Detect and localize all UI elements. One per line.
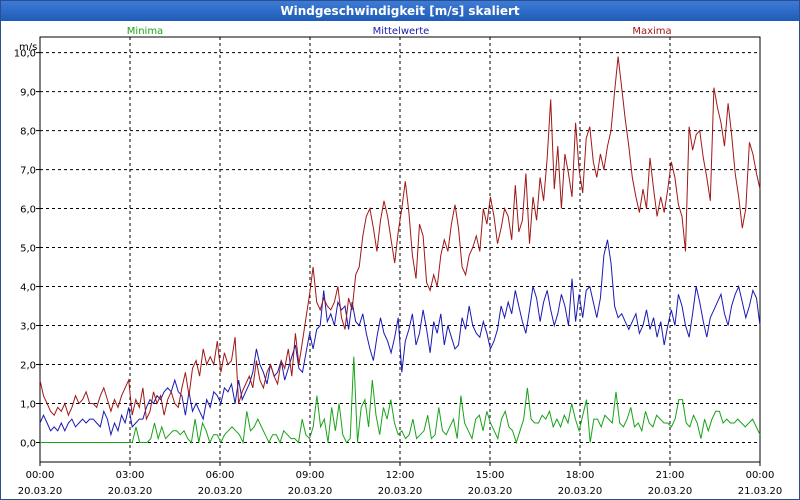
y-tick-label: 2,0 bbox=[20, 361, 36, 372]
y-tick-label: 6,0 bbox=[20, 205, 36, 216]
series-lines bbox=[39, 56, 761, 445]
x-tick-time: 00:00 bbox=[746, 470, 775, 481]
series-line-minima bbox=[40, 356, 761, 445]
y-tick-label: 9,0 bbox=[20, 88, 36, 99]
legend-minima: Minima bbox=[127, 26, 163, 37]
x-tick-date: 20.03.20 bbox=[18, 486, 63, 497]
y-tick-label: 8,0 bbox=[20, 127, 36, 138]
series-line-mittel bbox=[39, 239, 761, 437]
chart-title: Windgeschwindigkeit [m/s] skaliert bbox=[1, 1, 799, 21]
y-tick-label: 4,0 bbox=[20, 283, 36, 294]
x-tick-time: 03:00 bbox=[116, 470, 145, 481]
x-tick-date: 20.03.20 bbox=[648, 486, 693, 497]
x-tick-date: 20.03.20 bbox=[288, 486, 333, 497]
y-tick-label: 3,0 bbox=[20, 322, 36, 333]
x-tick-time: 12:00 bbox=[386, 470, 415, 481]
grid-lines bbox=[40, 37, 760, 462]
x-tick-date: 20.03.20 bbox=[468, 486, 513, 497]
x-tick-date: 20.03.20 bbox=[198, 486, 243, 497]
y-tick-label: 1,0 bbox=[20, 400, 36, 411]
y-axis: 0,0 1,0 2,0 3,0 4,0 5,0 6,0 7,0 8,0 9,0 10,0 bbox=[14, 49, 40, 450]
y-tick-label: 7,0 bbox=[20, 166, 36, 177]
x-tick-date: 20.03.20 bbox=[378, 486, 423, 497]
x-tick-date: 20.03.20 bbox=[558, 486, 603, 497]
y-tick-label: 10,0 bbox=[14, 49, 36, 60]
legend-mittelwerte: Mittelwerte bbox=[373, 26, 430, 37]
y-axis-label: m/s bbox=[19, 42, 37, 53]
x-tick-time: 18:00 bbox=[566, 470, 595, 481]
legend-maxima: Maxima bbox=[632, 26, 671, 37]
x-tick-time: 06:00 bbox=[206, 470, 235, 481]
x-axis: 00:00 20.03.20 03:00 20.03.20 06:00 20.03.20 0… bbox=[18, 462, 783, 497]
y-tick-label: 0,0 bbox=[20, 439, 36, 450]
x-tick-date: 21.03.20 bbox=[738, 486, 783, 497]
x-tick-time: 09:00 bbox=[296, 470, 325, 481]
series-line-maxima bbox=[39, 56, 761, 421]
x-tick-date: 20.03.20 bbox=[108, 486, 153, 497]
x-tick-time: 21:00 bbox=[656, 470, 685, 481]
x-tick-time: 15:00 bbox=[476, 470, 505, 481]
y-tick-label: 5,0 bbox=[20, 244, 36, 255]
x-tick-time: 00:00 bbox=[26, 470, 55, 481]
